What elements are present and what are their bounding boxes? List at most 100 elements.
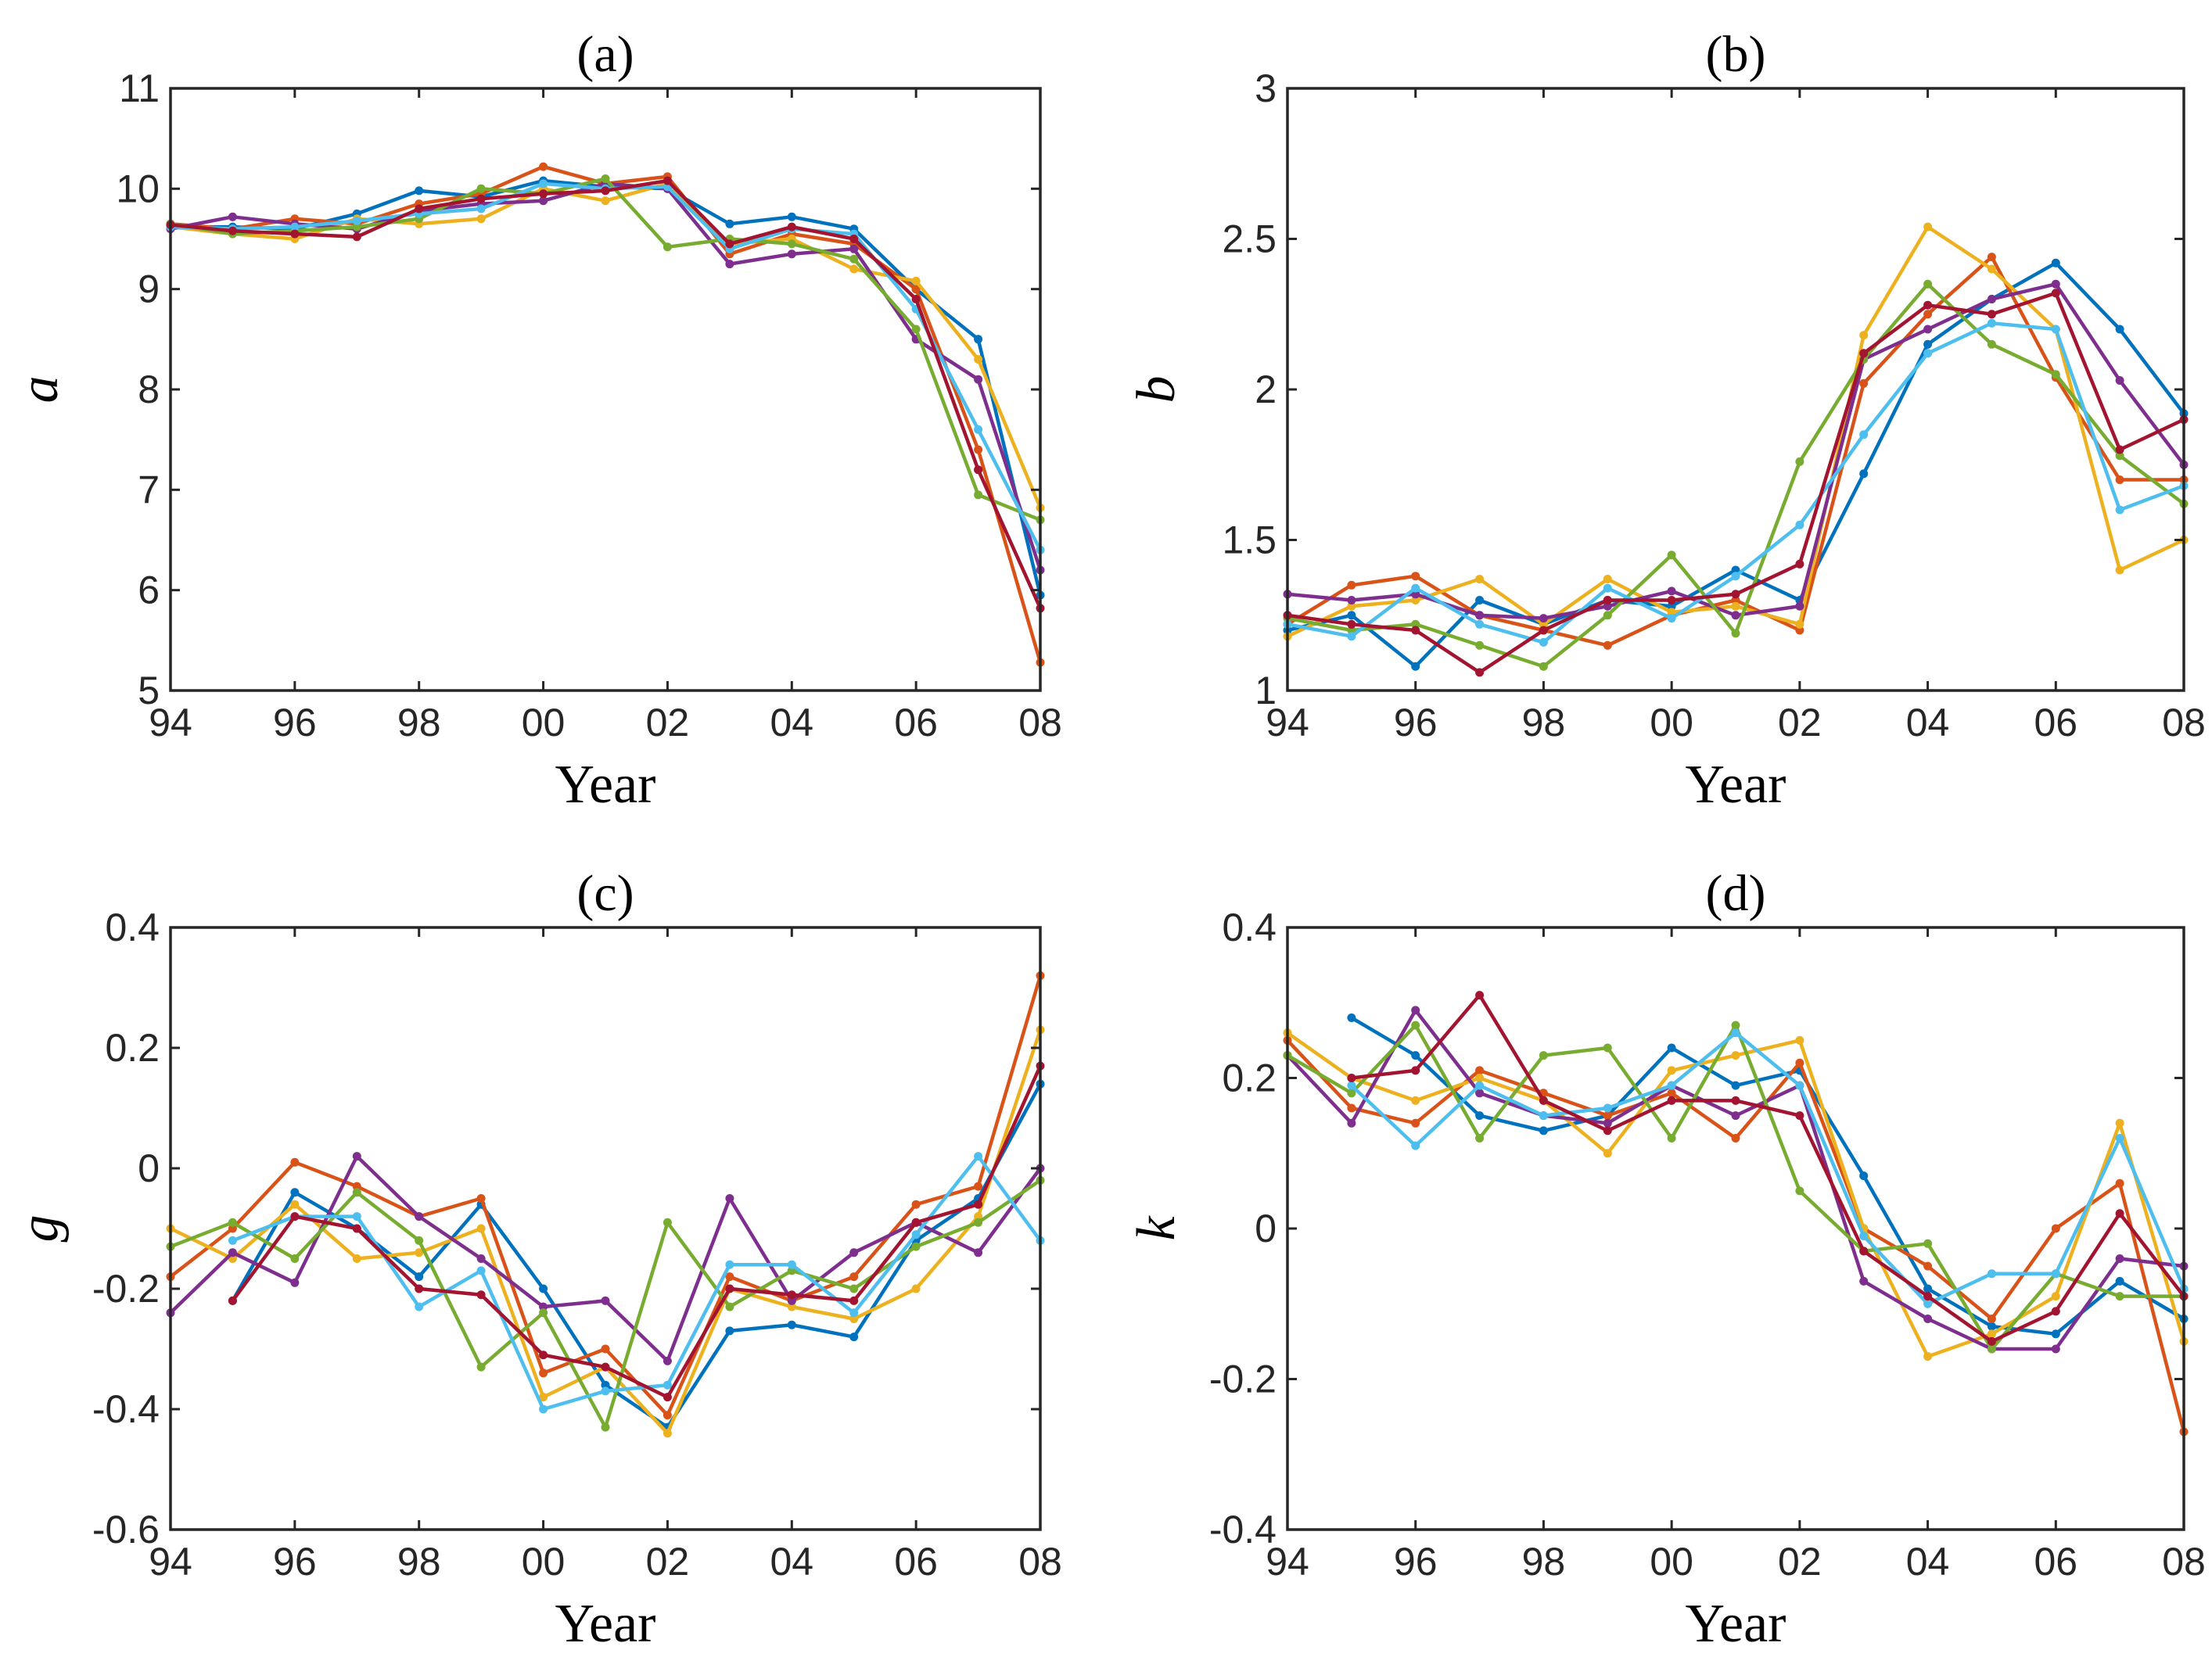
data-point <box>2115 565 2124 575</box>
series-line <box>170 177 1041 522</box>
data-point <box>1731 1051 1740 1060</box>
series-7 <box>228 1061 1045 1402</box>
data-point <box>539 189 548 199</box>
data-point <box>2051 1269 2060 1279</box>
data-point <box>290 222 300 231</box>
data-point <box>1859 349 1869 358</box>
data-point <box>1987 253 1996 262</box>
x-tick-label: 06 <box>2034 701 2077 744</box>
data-point <box>1731 1021 1740 1030</box>
data-point <box>352 222 361 231</box>
data-point <box>1923 339 1933 349</box>
y-tick-label: 2 <box>1255 368 1277 411</box>
data-point <box>1347 1074 1356 1082</box>
data-point <box>974 355 983 364</box>
data-point <box>228 212 237 221</box>
data-point <box>1475 668 1485 677</box>
x-tick-label: 08 <box>1018 1540 1062 1584</box>
panel-title: (b) <box>1706 26 1766 83</box>
data-point <box>2051 1307 2060 1316</box>
data-point <box>911 1242 921 1251</box>
panel-title: (d) <box>1706 865 1766 922</box>
data-point <box>663 1429 672 1438</box>
data-point <box>1411 619 1420 629</box>
data-point <box>849 1308 859 1318</box>
data-point <box>974 1248 983 1257</box>
data-point <box>601 1296 610 1305</box>
series-1 <box>228 1079 1045 1432</box>
data-point <box>2115 376 2124 385</box>
data-point <box>2051 1292 2060 1301</box>
data-point <box>1603 1149 1612 1158</box>
x-tick-label: 08 <box>1018 701 1062 744</box>
y-tick-label: -0.6 <box>92 1508 160 1551</box>
data-point <box>663 242 672 252</box>
y-tick-label: 1 <box>1255 669 1277 712</box>
data-point <box>663 1218 672 1227</box>
data-point <box>911 1230 921 1239</box>
series-6 <box>1347 1028 2189 1308</box>
data-point <box>228 1296 237 1305</box>
data-point <box>663 1393 672 1402</box>
data-point <box>228 226 237 235</box>
series-3 <box>1283 222 2189 641</box>
data-point <box>787 239 796 249</box>
data-point <box>2115 1292 2124 1301</box>
data-point <box>1795 1081 1804 1090</box>
data-point <box>974 490 983 500</box>
series-7 <box>1283 289 2189 677</box>
x-tick-label: 98 <box>397 701 441 744</box>
data-point <box>601 1422 610 1432</box>
series-2 <box>1283 1035 2189 1437</box>
data-point <box>2051 1329 2060 1339</box>
x-tick-label: 08 <box>2162 701 2206 744</box>
data-point <box>1475 619 1485 629</box>
data-point <box>974 1200 983 1209</box>
data-point <box>1795 457 1804 466</box>
data-point <box>539 1393 548 1402</box>
series-line <box>171 178 1043 596</box>
data-point <box>1347 1081 1356 1090</box>
data-point <box>725 1272 734 1282</box>
data-point <box>1475 611 1485 620</box>
data-point <box>1411 1118 1420 1128</box>
data-point <box>1795 626 1804 635</box>
data-point <box>1987 1269 1996 1279</box>
data-point <box>290 1212 300 1221</box>
data-point <box>352 216 361 225</box>
x-tick-label: 06 <box>894 1540 938 1584</box>
data-point <box>1347 596 1356 604</box>
data-point <box>725 239 734 249</box>
data-point <box>911 295 921 303</box>
x-tick-label: 96 <box>273 701 317 744</box>
data-point <box>1923 325 1933 334</box>
data-point <box>1539 1126 1548 1135</box>
y-tick-label: 11 <box>119 66 160 110</box>
data-point <box>228 1218 237 1227</box>
data-point <box>415 1272 424 1282</box>
data-point <box>663 1411 672 1420</box>
data-point <box>228 1236 237 1245</box>
data-point <box>290 1278 300 1287</box>
data-point <box>974 1152 983 1161</box>
data-point <box>1987 310 1996 319</box>
data-point <box>974 1218 983 1227</box>
data-point <box>1603 1111 1612 1121</box>
y-tick-label: 5 <box>138 669 160 712</box>
data-point <box>974 335 983 344</box>
data-point <box>787 249 796 259</box>
data-point <box>415 1212 424 1221</box>
series-line <box>170 178 1043 609</box>
y-tick-label: -0.4 <box>92 1387 160 1431</box>
data-point <box>2051 325 2060 334</box>
data-point <box>1923 222 1933 231</box>
data-point <box>1411 1096 1420 1105</box>
series-3 <box>166 1025 1045 1438</box>
data-point <box>290 1188 300 1197</box>
x-tick-label: 02 <box>646 1540 690 1584</box>
y-tick-label: 7 <box>138 468 160 511</box>
data-point <box>2115 1254 2124 1263</box>
data-point <box>1539 1111 1548 1121</box>
data-point <box>476 1224 486 1233</box>
data-point <box>1795 601 1804 611</box>
